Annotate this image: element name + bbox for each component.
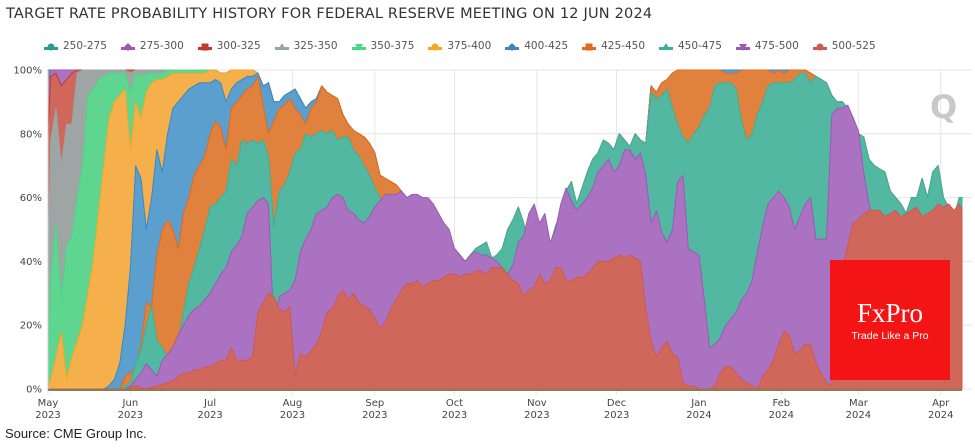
legend-marker-icon: [659, 42, 673, 50]
x-tick-label-month: Feb: [772, 398, 790, 409]
fxpro-brand: FxPro: [856, 298, 924, 328]
source-note: Source: CME Group Inc.: [5, 426, 147, 441]
x-tick-label-month: Jul: [203, 398, 216, 409]
x-tick-label-month: Aug: [283, 398, 303, 409]
x-tick-label-year: 2024: [769, 410, 794, 421]
x-tick-label-year: 2023: [442, 410, 467, 421]
legend-label: 325-350: [293, 40, 338, 52]
legend-item-350-375[interactable]: 350-375: [351, 40, 415, 52]
y-tick-label: 20%: [20, 321, 42, 332]
legend-item-450-475[interactable]: 450-475: [659, 40, 722, 52]
legend-label: 500-525: [831, 40, 876, 52]
legend-item-300-325[interactable]: 300-325: [197, 40, 261, 52]
y-tick-label: 80%: [20, 129, 42, 140]
legend-marker-icon: [812, 42, 827, 51]
legend-label: 275-300: [139, 40, 184, 52]
x-tick-label-month: May: [38, 398, 59, 409]
x-axis: May2023Jun2023Jul2023Aug2023Sep2023Oct20…: [35, 398, 953, 421]
y-tick-label: 60%: [20, 193, 42, 204]
legend-label: 375-400: [447, 40, 492, 52]
chart-title: TARGET RATE PROBABILITY HISTORY FOR FEDE…: [6, 6, 653, 22]
q-watermark-logo: Q: [930, 88, 958, 126]
legend-label: 300-325: [216, 40, 261, 52]
x-tick-label-year: 2024: [686, 410, 711, 421]
x-tick-label-year: 2023: [524, 410, 549, 421]
x-tick-label-year: 2023: [35, 410, 60, 421]
x-tick-label-month: Dec: [607, 398, 626, 409]
legend-item-250-275[interactable]: 250-275: [44, 40, 107, 52]
chart-legend: 250-275 275-300 300-325 325-350 350-375 375-4…: [44, 40, 890, 52]
x-tick-label-month: Nov: [527, 398, 547, 409]
y-axis: 0% 20% 40% 60% 80% 100%: [13, 66, 42, 396]
legend-marker-icon: [582, 42, 597, 51]
y-tick-label: 40%: [20, 257, 42, 268]
legend-marker-icon: [274, 42, 289, 50]
x-tick-label-year: 2024: [846, 410, 871, 421]
x-tick-label-year: 2023: [362, 410, 387, 421]
legend-item-475-500[interactable]: 475-500: [735, 40, 799, 52]
x-tick-label-year: 2023: [604, 410, 629, 421]
legend-marker-icon: [120, 42, 135, 51]
x-tick-label-year: 2023: [197, 410, 222, 421]
x-tick-label-month: Apr: [932, 398, 950, 409]
legend-marker-icon: [505, 42, 520, 51]
legend-item-375-400[interactable]: 375-400: [428, 40, 491, 52]
x-tick-label-month: Jun: [122, 398, 139, 409]
legend-marker-icon: [428, 42, 443, 51]
area-series-500-525[interactable]: [47, 203, 963, 390]
x-tick-label-month: Oct: [446, 398, 463, 409]
legend-marker-icon: [197, 42, 212, 51]
legend-item-500-525[interactable]: 500-525: [812, 40, 876, 52]
x-tick-label-year: 2023: [118, 410, 143, 421]
legend-label: 425-450: [601, 40, 645, 52]
legend-label: 400-425: [524, 40, 569, 52]
x-tick-label-month: Jan: [690, 398, 706, 409]
legend-item-425-450[interactable]: 425-450: [582, 40, 645, 52]
legend-item-325-350[interactable]: 325-350: [274, 40, 338, 52]
y-tick-label: 0%: [26, 385, 42, 396]
legend-label: 350-375: [370, 40, 415, 52]
series-areas: [47, 69, 963, 391]
legend-marker-icon: [351, 42, 366, 51]
legend-label: 475-500: [754, 40, 799, 52]
legend-item-400-425[interactable]: 400-425: [505, 40, 568, 52]
legend-marker-icon: [735, 42, 750, 51]
x-tick-label-year: 2023: [280, 410, 305, 421]
x-tick-label-month: Mar: [849, 398, 869, 409]
x-tick-label-month: Sep: [365, 398, 384, 409]
legend-label: 450-475: [678, 40, 722, 52]
x-tick-label-year: 2024: [928, 410, 953, 421]
y-tick-label: 100%: [13, 66, 42, 77]
legend-item-275-300[interactable]: 275-300: [120, 40, 184, 52]
fxpro-watermark: FxPro Trade Like a Pro: [830, 260, 950, 380]
legend-label: 250-275: [63, 40, 107, 52]
fxpro-tagline: Trade Like a Pro: [851, 330, 929, 342]
legend-marker-icon: [44, 42, 58, 51]
